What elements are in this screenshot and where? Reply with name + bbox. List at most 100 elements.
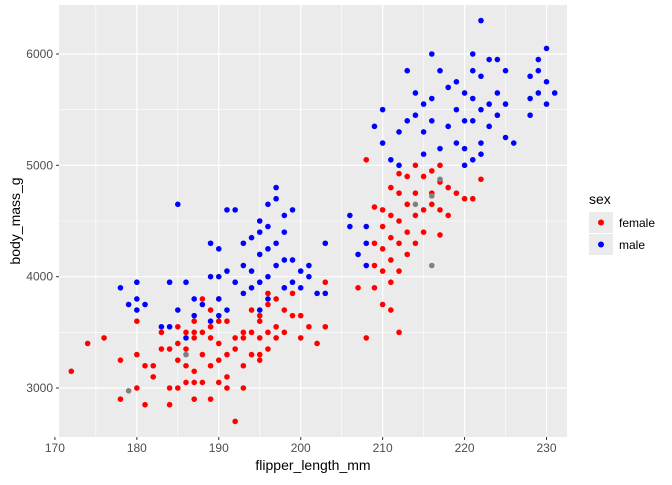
point-male [461,117,468,124]
point-male [297,285,304,291]
point-male [175,307,181,313]
point-female [224,374,230,380]
point-female [379,301,386,308]
point-male [527,95,533,102]
point-male [273,195,279,202]
point-female [461,195,468,202]
point-male [240,290,247,297]
point-female [437,207,443,213]
point-female [273,296,279,302]
point-male [215,296,222,302]
point-male [363,223,370,230]
point-male [117,285,124,291]
point-female [166,401,173,408]
point-female [379,223,386,230]
point-female [142,401,148,408]
point-male [429,95,435,102]
point-female [134,351,140,358]
point-female [429,201,435,208]
point-male [248,268,255,274]
point-female [215,318,222,325]
point-male [215,246,222,252]
point-male [306,273,312,280]
point-male [543,79,550,85]
point-male [469,156,476,163]
point-female [224,318,230,325]
point-female [281,307,288,313]
point-female [68,368,75,375]
point-female [134,385,140,391]
point-male [158,323,165,330]
point-male [363,240,370,247]
point-female [166,385,173,391]
point-male [191,296,197,302]
point-male [207,273,214,280]
point-male [125,301,132,308]
point-male [379,140,386,146]
point-female [101,335,107,341]
point-female [207,307,214,313]
point-male [134,296,140,302]
point-female [379,246,386,252]
point-male [355,251,361,258]
point-female [371,204,378,210]
point-na [412,201,419,208]
point-female [158,329,165,336]
y-axis-title: body_mass_g [7,177,23,264]
point-male [289,257,296,263]
data-points [68,17,558,425]
point-male [494,112,501,119]
point-female [355,285,361,291]
point-female [265,290,271,297]
point-male [265,223,271,230]
y-axis-ticks: 3000 4000 5000 6000 [26,47,59,395]
point-male [265,296,271,302]
point-male [207,318,214,325]
point-female [183,329,189,336]
point-male [469,95,476,102]
point-female [420,173,427,180]
point-male [142,301,148,308]
point-male [502,134,509,141]
point-female [371,262,378,269]
point-female [404,251,411,258]
point-female [265,301,271,308]
point-female [437,232,443,238]
point-female [199,296,206,302]
point-male [256,229,263,235]
point-female [191,379,197,386]
point-male [543,101,550,107]
point-male [453,106,460,113]
point-female [158,346,165,352]
point-female [191,396,197,402]
point-female [175,340,181,347]
point-male [207,240,214,247]
point-male [281,257,288,263]
point-male [437,145,443,152]
point-male [478,151,484,157]
point-female [404,173,411,180]
point-male [273,184,279,191]
point-male [445,123,451,130]
point-male [347,223,353,230]
point-male [429,117,435,124]
point-female [379,207,386,213]
point-male [134,307,140,313]
point-male [265,246,271,252]
point-female [175,385,181,391]
point-male [134,279,140,286]
x-tick-label: 180 [127,441,147,455]
point-male [371,123,378,130]
point-female [199,351,206,358]
point-female [240,329,247,336]
point-female [396,329,402,336]
legend-dot-male [598,241,604,248]
point-female [191,335,197,341]
point-male [224,268,230,274]
point-male [469,117,476,124]
point-male [191,312,197,319]
point-female [256,312,263,319]
point-female [191,329,197,336]
point-female [412,190,419,196]
point-male [461,162,468,169]
